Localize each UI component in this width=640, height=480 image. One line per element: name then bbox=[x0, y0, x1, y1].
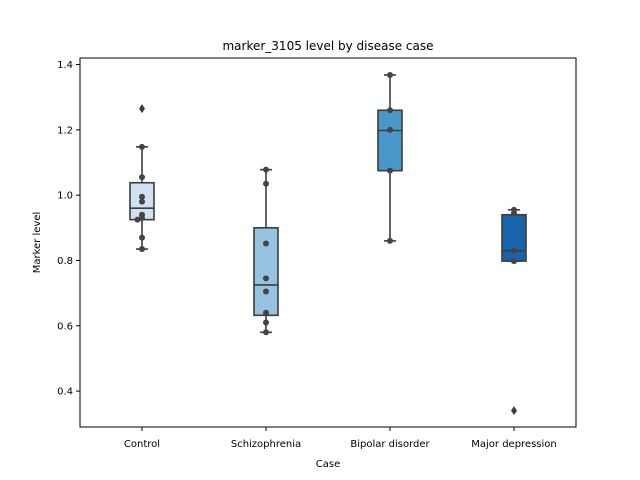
data-point bbox=[511, 247, 517, 254]
plot-frame bbox=[79, 57, 577, 428]
x-tick-label: Control bbox=[124, 439, 160, 450]
y-axis-label: Marker level bbox=[32, 212, 43, 274]
chart-title: marker_3105 level by disease case bbox=[222, 39, 433, 53]
data-point bbox=[263, 240, 269, 247]
data-point bbox=[263, 275, 269, 282]
data-point bbox=[139, 174, 145, 181]
data-point bbox=[139, 211, 145, 218]
data-point bbox=[387, 237, 393, 244]
x-tick-label: Bipolar disorder bbox=[350, 439, 430, 450]
outlier-point bbox=[511, 406, 517, 416]
data-point bbox=[139, 143, 145, 150]
data-point bbox=[263, 166, 269, 173]
data-point bbox=[387, 167, 393, 174]
x-axis: Control Schizophrenia Bipolar disorder Majo… bbox=[124, 427, 557, 450]
data-point bbox=[511, 206, 517, 213]
data-point bbox=[139, 246, 145, 253]
box-group-major-depression bbox=[501, 206, 527, 416]
data-point bbox=[139, 234, 145, 241]
x-tick-label: Major depression bbox=[471, 439, 557, 450]
data-point bbox=[263, 309, 269, 316]
y-tick-label: 1.2 bbox=[57, 125, 73, 136]
data-point bbox=[387, 71, 393, 78]
x-tick-label: Schizophrenia bbox=[231, 439, 301, 450]
y-tick-label: 0.8 bbox=[57, 256, 73, 267]
box bbox=[377, 109, 403, 172]
y-tick-label: 0.4 bbox=[57, 387, 73, 398]
box-group-control bbox=[129, 104, 155, 253]
box bbox=[501, 213, 527, 262]
data-point bbox=[263, 180, 269, 187]
outlier-point bbox=[139, 104, 145, 114]
data-point bbox=[139, 198, 145, 205]
x-axis-label: Case bbox=[316, 459, 340, 470]
data-point bbox=[139, 193, 145, 200]
y-tick-label: 0.6 bbox=[57, 321, 73, 332]
data-point bbox=[387, 107, 393, 114]
data-point bbox=[263, 288, 269, 295]
data-point bbox=[387, 126, 393, 133]
data-point bbox=[511, 258, 517, 265]
plot-area bbox=[129, 71, 527, 416]
y-tick-label: 1.0 bbox=[57, 191, 73, 202]
y-axis: 0.4 0.6 0.8 1.0 1.2 1.4 bbox=[57, 60, 80, 398]
data-point bbox=[134, 216, 141, 223]
box-group-schizophrenia bbox=[253, 166, 279, 336]
data-point bbox=[263, 319, 269, 326]
y-tick-label: 1.4 bbox=[57, 60, 73, 71]
data-point bbox=[263, 329, 269, 336]
box-group-bipolar-disorder bbox=[377, 71, 403, 244]
